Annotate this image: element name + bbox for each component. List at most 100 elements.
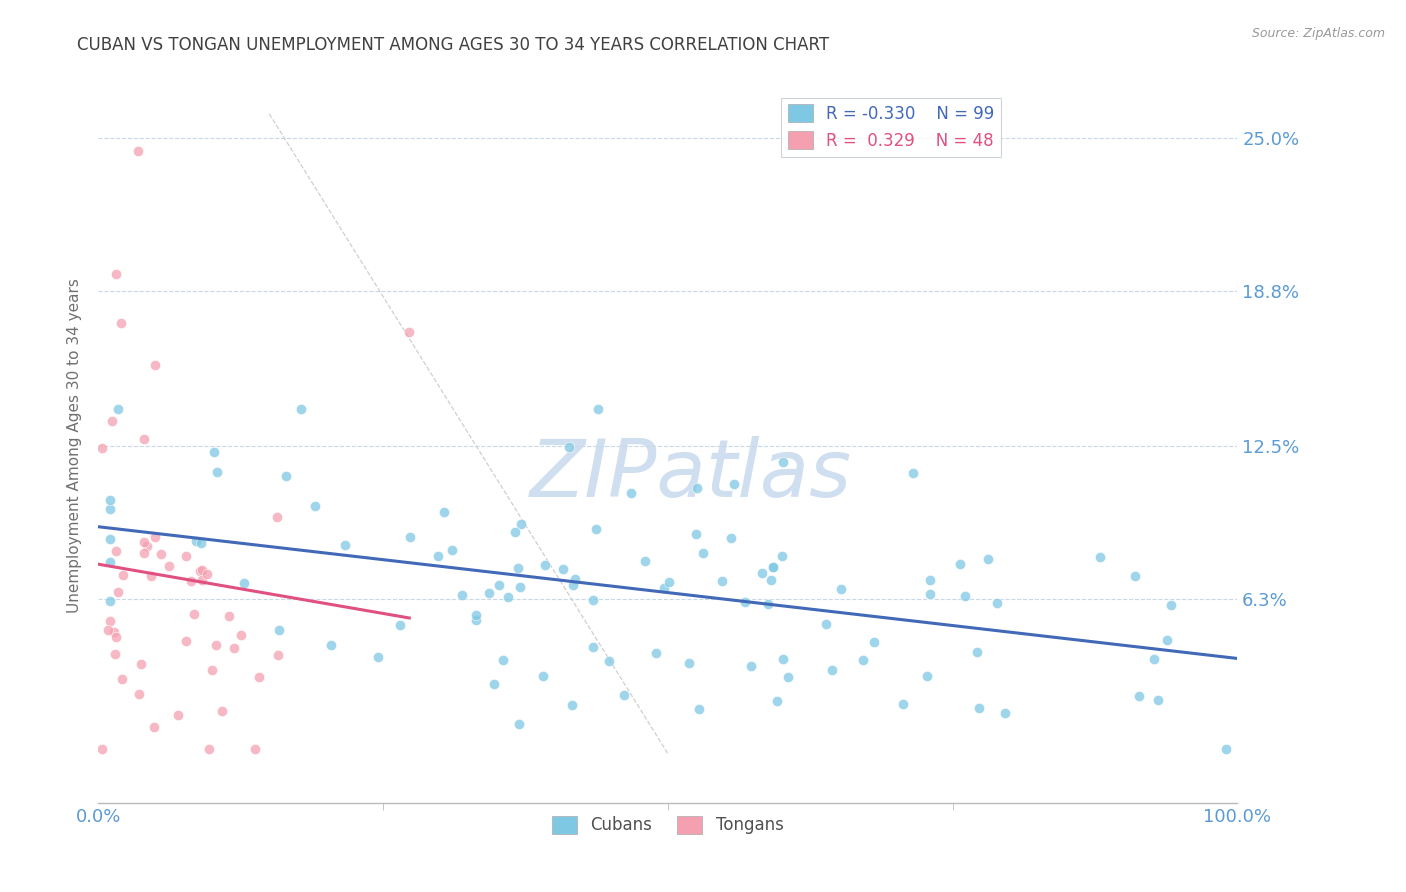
Point	[977, 551, 1000, 566]
Point	[751, 566, 773, 580]
Point	[231, 628, 253, 642]
Point	[496, 591, 519, 605]
Point	[1142, 651, 1164, 665]
Point	[202, 445, 225, 459]
Point	[149, 547, 172, 561]
Point	[290, 402, 312, 417]
Point	[174, 549, 197, 564]
Point	[558, 440, 581, 454]
Point	[134, 546, 156, 560]
Point	[692, 546, 714, 560]
Point	[319, 638, 342, 652]
Point	[107, 584, 129, 599]
Point	[564, 572, 586, 586]
Point	[966, 645, 988, 659]
Point	[101, 414, 124, 428]
Point	[508, 717, 530, 731]
Point	[772, 652, 794, 666]
Point	[756, 598, 779, 612]
Point	[103, 624, 125, 639]
Point	[367, 649, 389, 664]
Point	[218, 609, 240, 624]
Point	[776, 670, 799, 684]
Point	[427, 549, 450, 563]
Point	[157, 559, 180, 574]
Point	[711, 574, 734, 589]
Point	[276, 469, 298, 483]
Point	[104, 544, 127, 558]
Point	[723, 476, 745, 491]
Point	[852, 653, 875, 667]
Point	[508, 561, 530, 575]
Point	[658, 575, 681, 590]
Point	[104, 267, 127, 281]
Point	[1090, 550, 1112, 565]
Point	[477, 586, 499, 600]
Point	[195, 566, 218, 581]
Point	[98, 493, 121, 508]
Point	[652, 581, 675, 595]
Point	[953, 589, 976, 603]
Point	[188, 564, 211, 578]
Point	[740, 659, 762, 673]
Point	[634, 554, 657, 568]
Point	[98, 555, 121, 569]
Point	[141, 569, 163, 583]
Point	[98, 594, 121, 608]
Point	[205, 638, 228, 652]
Point	[399, 530, 422, 544]
Point	[815, 617, 838, 632]
Point	[190, 535, 212, 549]
Point	[582, 640, 605, 655]
Point	[191, 574, 214, 588]
Point	[465, 613, 488, 627]
Point	[620, 486, 643, 500]
Point	[830, 582, 852, 596]
Point	[645, 646, 668, 660]
Point	[531, 669, 554, 683]
Point	[891, 698, 914, 712]
Point	[598, 654, 620, 668]
Point	[247, 670, 270, 684]
Point	[901, 467, 924, 481]
Point	[994, 706, 1017, 720]
Y-axis label: Unemployment Among Ages 30 to 34 years: Unemployment Among Ages 30 to 34 years	[66, 278, 82, 614]
Point	[1160, 598, 1182, 612]
Point	[491, 653, 513, 667]
Point	[142, 720, 165, 734]
Point	[918, 587, 941, 601]
Point	[128, 687, 150, 701]
Point	[98, 502, 121, 516]
Legend: Cubans, Tongans: Cubans, Tongans	[546, 809, 790, 841]
Point	[267, 624, 290, 638]
Point	[820, 663, 842, 677]
Point	[488, 578, 510, 592]
Point	[197, 741, 219, 756]
Point	[222, 640, 245, 655]
Point	[111, 673, 134, 687]
Point	[333, 538, 356, 552]
Text: ZIPatlas: ZIPatlas	[530, 435, 852, 514]
Point	[266, 510, 288, 524]
Point	[734, 595, 756, 609]
Point	[90, 441, 112, 455]
Point	[127, 144, 149, 158]
Point	[762, 560, 785, 574]
Point	[97, 623, 120, 637]
Point	[465, 608, 488, 623]
Point	[761, 573, 783, 587]
Point	[585, 522, 607, 536]
Point	[389, 618, 412, 632]
Point	[107, 402, 129, 417]
Point	[766, 694, 789, 708]
Point	[451, 588, 474, 602]
Text: CUBAN VS TONGAN UNEMPLOYMENT AMONG AGES 30 TO 34 YEARS CORRELATION CHART: CUBAN VS TONGAN UNEMPLOYMENT AMONG AGES …	[77, 36, 830, 54]
Point	[613, 688, 636, 702]
Point	[686, 481, 709, 495]
Point	[166, 708, 188, 723]
Point	[186, 534, 208, 549]
Point	[534, 558, 557, 572]
Point	[90, 741, 112, 756]
Point	[484, 676, 506, 690]
Point	[582, 592, 605, 607]
